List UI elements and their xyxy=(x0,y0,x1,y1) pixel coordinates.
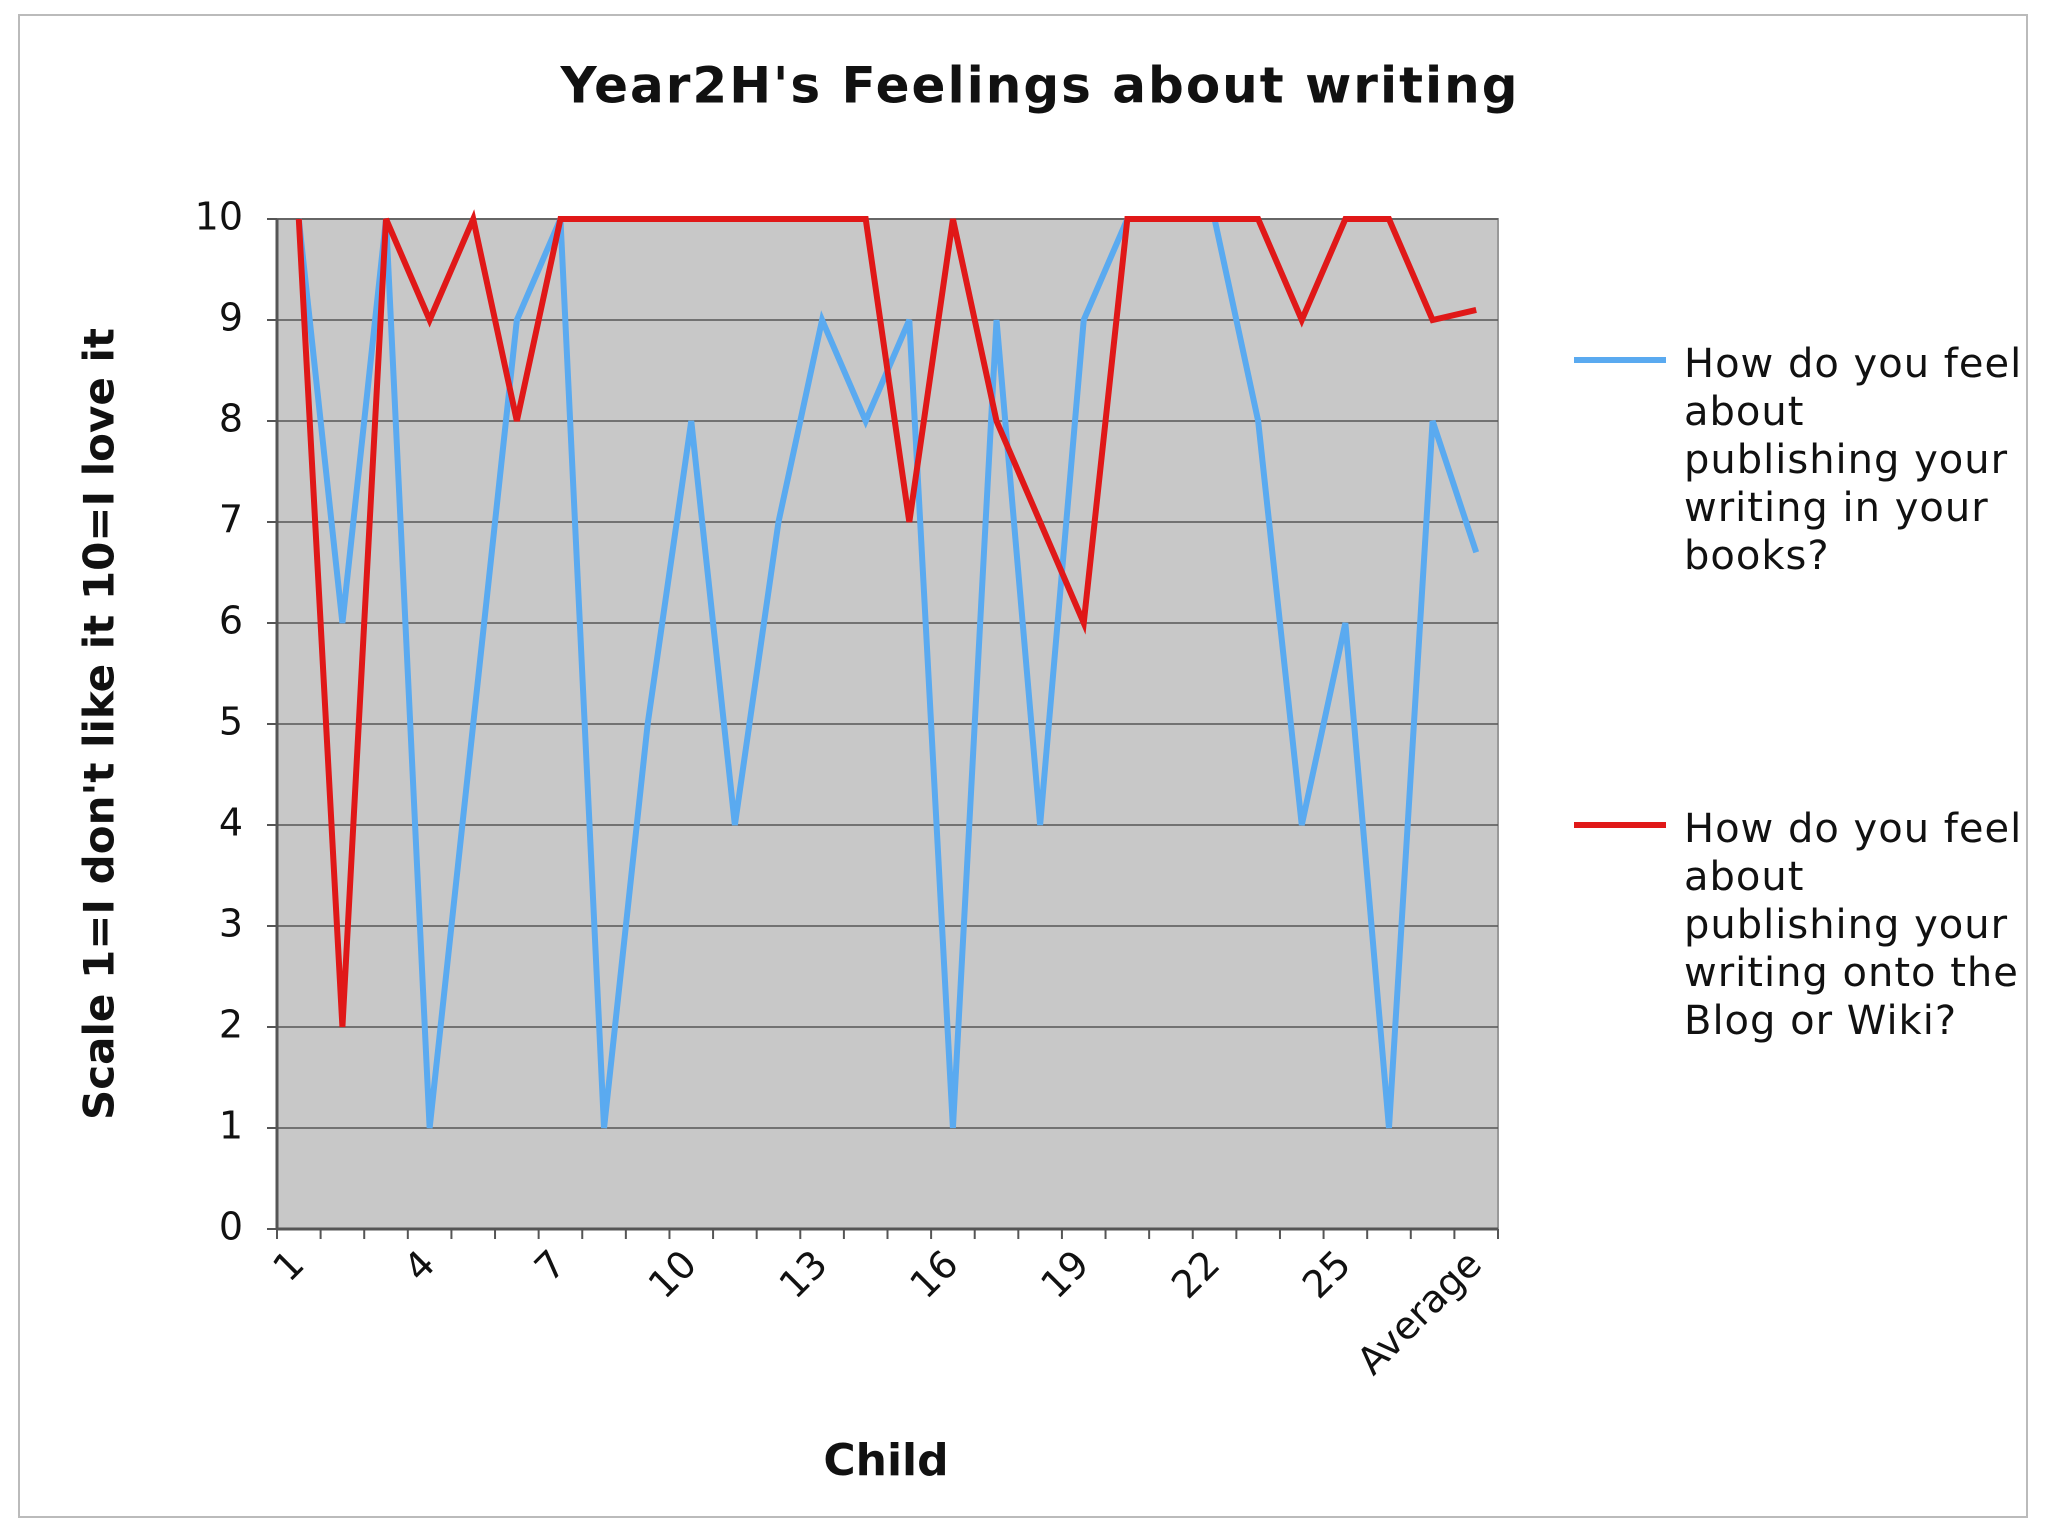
y-tick-label: 8 xyxy=(219,397,243,441)
y-tick-label: 3 xyxy=(219,902,243,946)
y-tick-label: 6 xyxy=(219,599,243,643)
x-tick-label: 4 xyxy=(395,1242,443,1290)
x-tick-label: 16 xyxy=(901,1242,966,1307)
x-tick-label: 7 xyxy=(526,1242,574,1290)
x-tick-label: Average xyxy=(1349,1242,1490,1383)
y-tick-label: 9 xyxy=(219,296,243,340)
x-tick-label: 19 xyxy=(1032,1242,1097,1307)
y-tick-label: 2 xyxy=(219,1003,243,1047)
legend-label: How do you feel about publishing your wr… xyxy=(1684,806,2023,1044)
x-tick-label: 13 xyxy=(771,1242,836,1307)
x-tick-label: 22 xyxy=(1163,1242,1228,1307)
y-axis-label: Scale 1=I don't like it 10=I love it xyxy=(75,328,124,1120)
y-tick-label: 5 xyxy=(219,700,243,744)
x-tick-label: 25 xyxy=(1294,1242,1359,1307)
legend-label: How do you feel about publishing your wr… xyxy=(1684,341,2023,579)
x-tick-label: 10 xyxy=(640,1242,705,1307)
chart-title: Year2H's Feelings about writing xyxy=(559,57,1519,115)
x-tick-label: 1 xyxy=(264,1242,312,1290)
series-line xyxy=(295,209,1477,1028)
y-tick-label: 7 xyxy=(219,498,243,542)
x-axis-label: Child xyxy=(823,1435,948,1486)
y-tick-label: 0 xyxy=(219,1205,243,1249)
y-tick-label: 1 xyxy=(219,1104,243,1148)
y-tick-label: 4 xyxy=(219,801,243,845)
y-tick-label: 10 xyxy=(195,195,243,239)
